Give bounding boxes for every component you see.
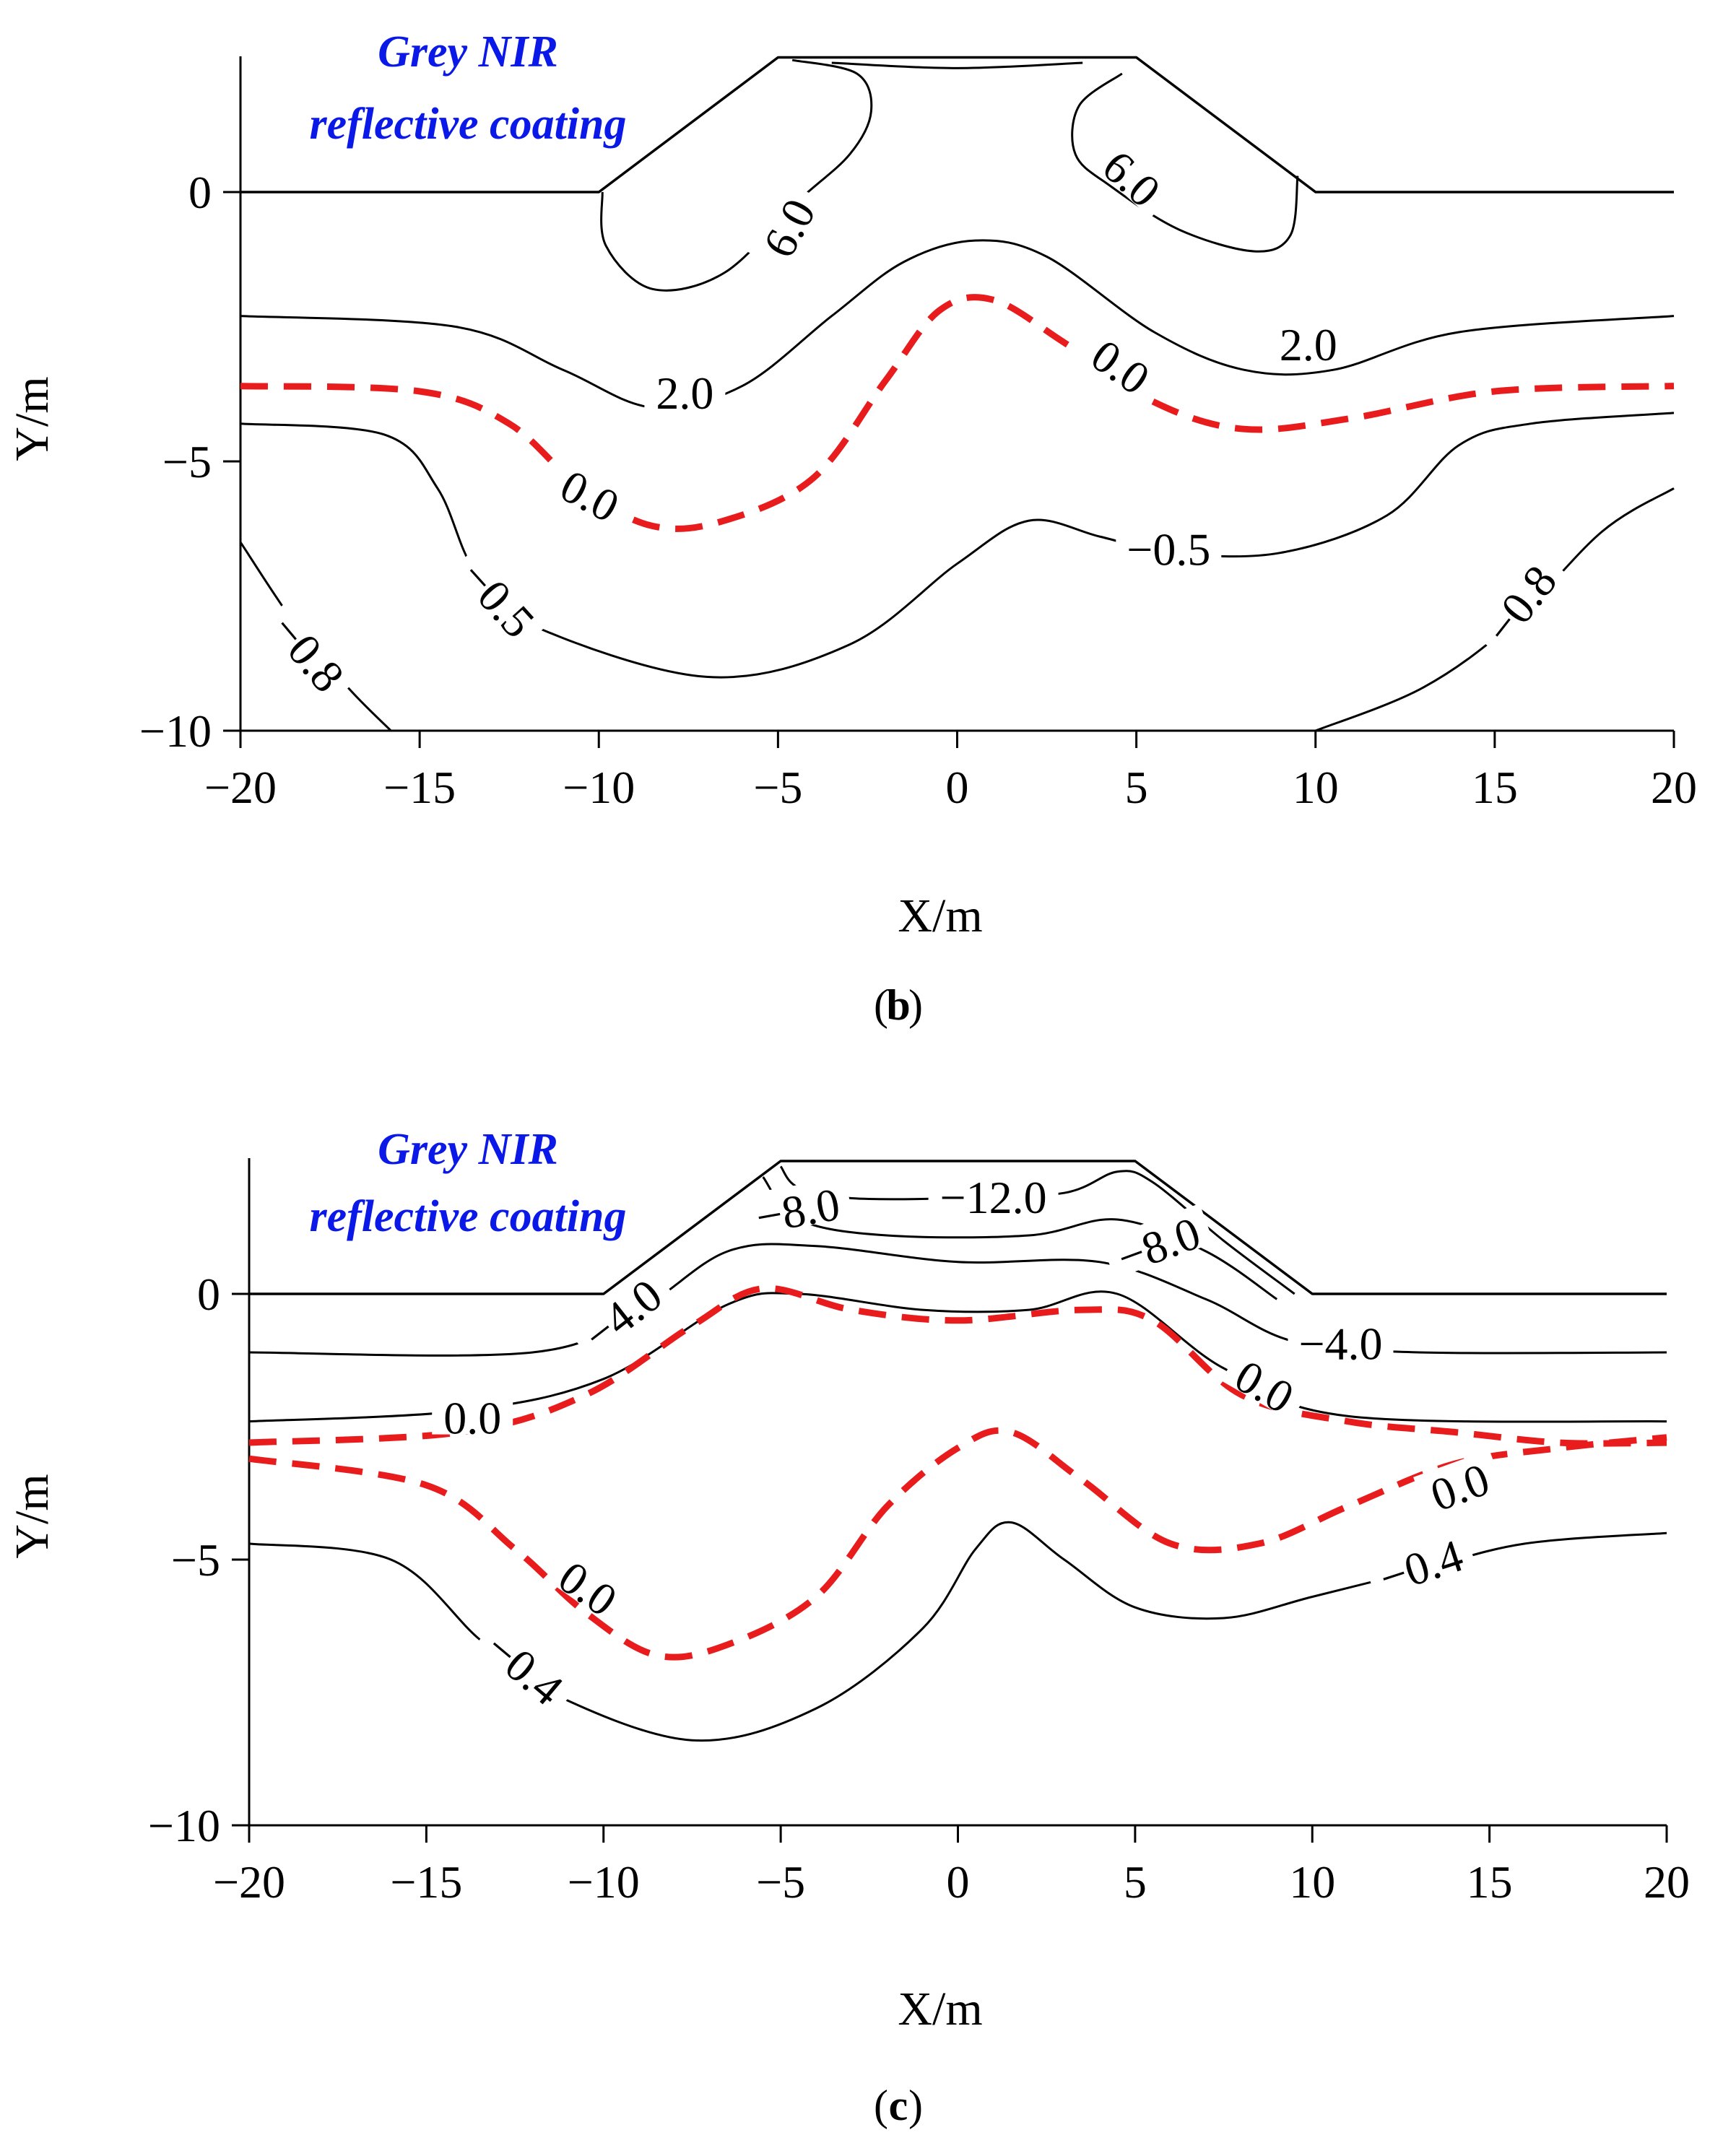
panel-c-contour-label-bg (1363, 1526, 1477, 1599)
panel-c-y-axis-title: Y/m (6, 1474, 58, 1558)
panel-b-label: b (886, 981, 910, 1029)
panel-b-annotation-line-2: reflective coating (310, 100, 627, 149)
panel-b-contour-label-bg (644, 368, 726, 410)
panel-c-x-tick-label: 0 (947, 1856, 970, 1908)
panel-c-x-axis-title: X/m (898, 1983, 982, 2035)
panel-c-contour-label-bg (1413, 1449, 1504, 1517)
panel-b-contour-line-2_0-3 (240, 239, 1675, 409)
panel-c-contour-label-bg (1221, 1344, 1312, 1422)
panel-b-contour-label: −0.5 (1127, 523, 1210, 575)
panel-b-contour-label-bg (1090, 132, 1179, 218)
panel-c-contour-line-0_0-5 (248, 1427, 1667, 1661)
panel-b-contour-label-bg (747, 180, 823, 272)
panel-b-contour-line-0_0-4 (240, 294, 1675, 532)
panel-c-x-tick-label: −10 (568, 1856, 640, 1908)
panel-c-x-tick-label: −20 (213, 1856, 285, 1908)
panel-c-x-tick-label: 15 (1467, 1856, 1513, 1908)
panel-c-y-tick-label: −10 (148, 1800, 220, 1851)
panel-c-label-open-paren: ( (874, 2082, 888, 2129)
panel-c-contour-label-group: −0.4 (473, 1615, 581, 1716)
panel-c-embankment-outline (249, 1160, 1667, 1295)
panel-c-contour-line-0_0-3 (248, 1290, 1667, 1423)
panel-c-y-tick-label: −5 (171, 1534, 220, 1586)
panel-c-x-tick-label: −5 (756, 1856, 805, 1908)
panel-b-y-tick-label: 0 (188, 167, 212, 218)
panel-c-contour-label-bg (565, 1262, 674, 1361)
panel-c-contour-label-bg (1288, 1318, 1394, 1360)
panel-c-contour-label-bg (545, 1544, 636, 1626)
panel-b-contour-label-bg (450, 542, 552, 650)
panel-c-contour-label-bg (1100, 1203, 1214, 1279)
panel-c-contour-label-bg (432, 1392, 513, 1435)
panel-b-x-tick-label: 5 (1125, 762, 1148, 813)
panel-c-contour-label-bg (473, 1615, 581, 1716)
panel-b-annotation-line-1: Grey NIR (378, 27, 558, 77)
panel-c-contour-label: −12.0 (940, 1172, 1047, 1223)
panel-b-x-tick-label: −15 (383, 762, 456, 813)
panel-c-x-tick-label: 20 (1644, 1856, 1690, 1908)
panel-b-contour-label: 2.0 (656, 368, 713, 419)
panel-c-contour-label-group: −4.0 (1288, 1318, 1394, 1369)
panel-b-y-tick-label: −5 (162, 436, 212, 487)
panel-b-x-tick-label: 10 (1293, 762, 1339, 813)
panel-b-x-tick-label: 15 (1472, 762, 1518, 813)
panel-c-contour-label-group: −12.0 (928, 1172, 1059, 1223)
panel-c-contour-label-bg (741, 1176, 853, 1237)
panel-b-x-tick-label: −5 (753, 762, 802, 813)
panel-b-label-open-paren: ( (874, 981, 888, 1029)
panel-c-contour-label-group: 0.0 (432, 1392, 513, 1443)
panel-b-embankment-outline (240, 56, 1674, 194)
panel-b-contour-label-bg (1116, 523, 1222, 566)
panel-b-contour-line-neg0_5-6 (240, 412, 1675, 679)
panel-c-annotation-line-2: reflective coating (310, 1192, 627, 1241)
panel-c-label: c (889, 2082, 908, 2129)
panel-c-contour-label-bg (928, 1172, 1059, 1214)
panel-c-contour-line-0_0-4 (248, 1285, 1667, 1447)
panel-b-x-axis-title: X/m (898, 890, 982, 942)
panel-b-x-tick-label: 20 (1651, 762, 1697, 813)
panel-c-y-tick-label: 0 (197, 1269, 220, 1320)
panel-c-contour-label: −4.0 (1298, 1318, 1382, 1369)
panel-b-contour-label-group: 2.0 (644, 368, 726, 419)
panel-b-contour-label-bg (261, 596, 361, 705)
panel-c-label-close-paren: ) (908, 2082, 923, 2129)
panel-c-x-tick-label: −15 (390, 1856, 462, 1908)
panel-b-contour-label-group: 2.0 (1267, 319, 1349, 370)
panel-b-y-axis-title: Y/m (6, 376, 58, 461)
panel-b-contour-label-bg (1267, 319, 1349, 362)
panel-b-contour-label-bg (1468, 547, 1566, 657)
panel-b-label-close-paren: ) (908, 981, 923, 1029)
panel-b-x-tick-label: −20 (204, 762, 277, 813)
panel-c-x-tick-label: 5 (1124, 1856, 1147, 1908)
panel-b-x-tick-label: 0 (946, 762, 969, 813)
panel-b-contour-label-group: −0.5 (1116, 523, 1222, 575)
panel-b-contour-label-bg (1077, 323, 1168, 404)
panel-b-contour-line-6_0-2 (831, 61, 1083, 69)
panel-b-contour-label: 2.0 (1280, 319, 1337, 370)
panel-b-x-tick-label: −10 (563, 762, 635, 813)
panel-b-y-tick-label: −10 (139, 705, 212, 757)
panel-b-contour-label-bg (546, 454, 638, 530)
panel-c-contour-label: 0.0 (443, 1392, 501, 1443)
panel-c-annotation-line-1: Grey NIR (378, 1125, 558, 1174)
panel-c-x-tick-label: 10 (1289, 1856, 1335, 1908)
